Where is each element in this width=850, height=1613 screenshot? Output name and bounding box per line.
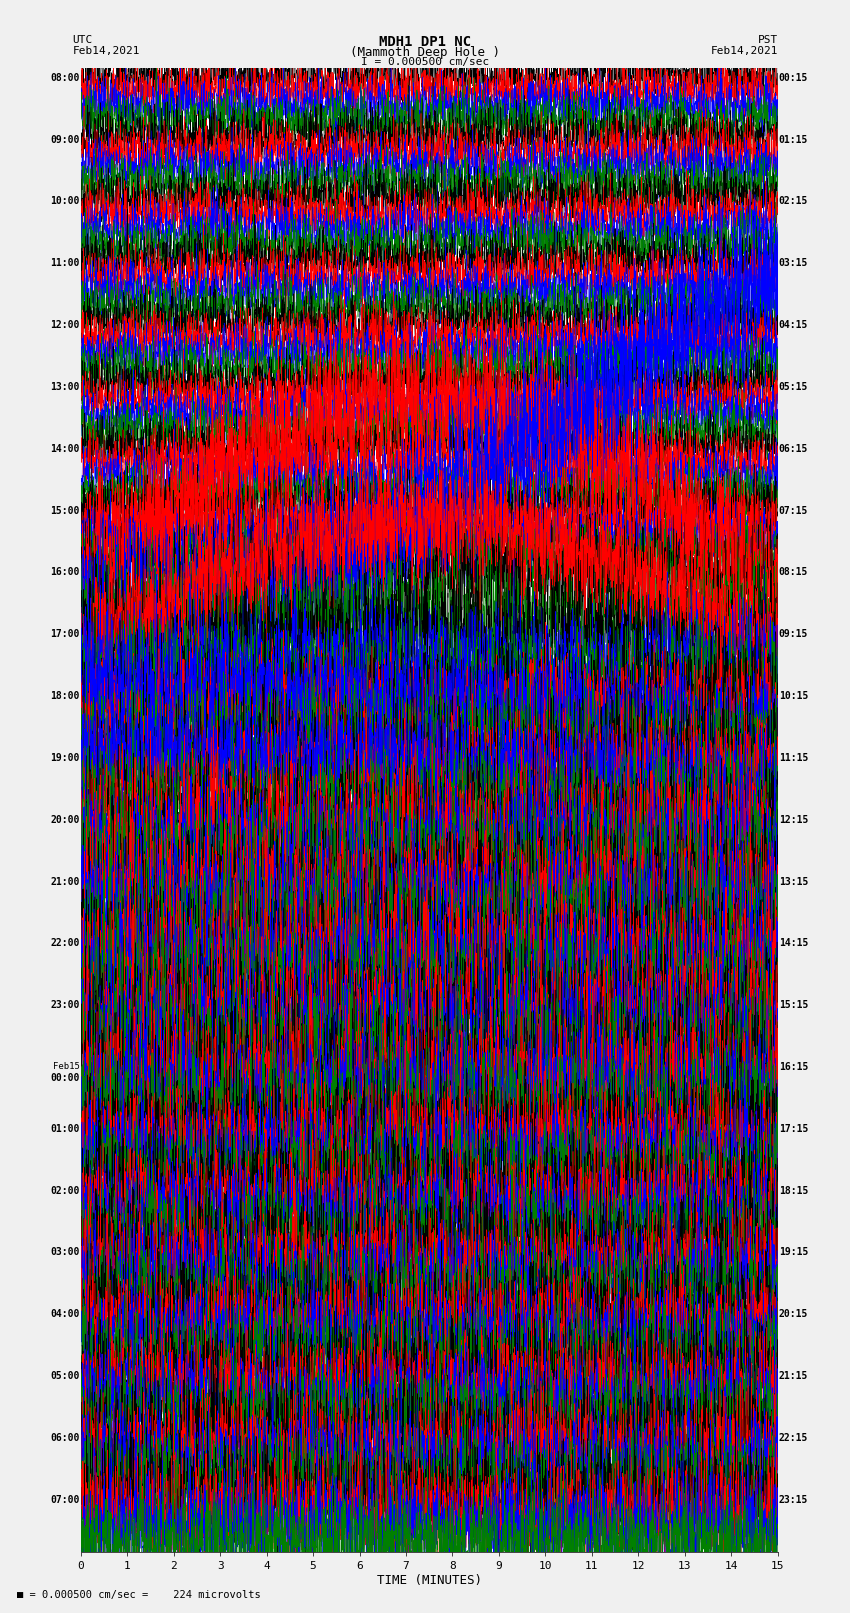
Text: 21:15: 21:15 <box>779 1371 808 1381</box>
Text: 17:00: 17:00 <box>50 629 80 639</box>
Text: 04:00: 04:00 <box>50 1310 80 1319</box>
Text: MDH1 DP1 NC: MDH1 DP1 NC <box>379 35 471 48</box>
Text: 09:15: 09:15 <box>779 629 808 639</box>
Text: 23:15: 23:15 <box>779 1495 808 1505</box>
Text: UTC: UTC <box>72 35 93 45</box>
Text: 05:00: 05:00 <box>50 1371 80 1381</box>
Text: 01:15: 01:15 <box>779 134 808 145</box>
Text: 15:00: 15:00 <box>50 505 80 516</box>
Text: 13:00: 13:00 <box>50 382 80 392</box>
Text: PST: PST <box>757 35 778 45</box>
Text: 02:15: 02:15 <box>779 197 808 206</box>
Text: 12:15: 12:15 <box>779 815 808 824</box>
Text: 10:15: 10:15 <box>779 690 808 702</box>
Text: 07:00: 07:00 <box>50 1495 80 1505</box>
Text: 06:15: 06:15 <box>779 444 808 453</box>
Text: 01:00: 01:00 <box>50 1124 80 1134</box>
Text: 20:00: 20:00 <box>50 815 80 824</box>
Text: 08:15: 08:15 <box>779 568 808 577</box>
Text: 12:00: 12:00 <box>50 319 80 331</box>
Text: 03:00: 03:00 <box>50 1247 80 1258</box>
Text: 16:15: 16:15 <box>779 1061 808 1073</box>
Text: 09:00: 09:00 <box>50 134 80 145</box>
Text: 23:00: 23:00 <box>50 1000 80 1010</box>
Text: 17:15: 17:15 <box>779 1124 808 1134</box>
Text: 18:00: 18:00 <box>50 690 80 702</box>
Text: 22:15: 22:15 <box>779 1432 808 1444</box>
Text: 02:00: 02:00 <box>50 1186 80 1195</box>
Text: 18:15: 18:15 <box>779 1186 808 1195</box>
Text: 07:15: 07:15 <box>779 505 808 516</box>
Text: 08:00: 08:00 <box>50 73 80 82</box>
Text: 21:00: 21:00 <box>50 876 80 887</box>
Text: 05:15: 05:15 <box>779 382 808 392</box>
Text: 03:15: 03:15 <box>779 258 808 268</box>
Text: 11:00: 11:00 <box>50 258 80 268</box>
Text: Feb15: Feb15 <box>53 1061 80 1071</box>
Text: 14:15: 14:15 <box>779 939 808 948</box>
Text: Feb14,2021: Feb14,2021 <box>72 45 139 56</box>
Text: 15:15: 15:15 <box>779 1000 808 1010</box>
Text: 16:00: 16:00 <box>50 568 80 577</box>
Text: 22:00: 22:00 <box>50 939 80 948</box>
Text: 00:00: 00:00 <box>50 1073 80 1082</box>
Text: 13:15: 13:15 <box>779 876 808 887</box>
Text: 19:00: 19:00 <box>50 753 80 763</box>
X-axis label: TIME (MINUTES): TIME (MINUTES) <box>377 1574 482 1587</box>
Text: 04:15: 04:15 <box>779 319 808 331</box>
Text: 14:00: 14:00 <box>50 444 80 453</box>
Text: 19:15: 19:15 <box>779 1247 808 1258</box>
Text: 11:15: 11:15 <box>779 753 808 763</box>
Text: (Mammoth Deep Hole ): (Mammoth Deep Hole ) <box>350 45 500 60</box>
Text: I = 0.000500 cm/sec: I = 0.000500 cm/sec <box>361 58 489 68</box>
Text: Feb14,2021: Feb14,2021 <box>711 45 778 56</box>
Text: 00:15: 00:15 <box>779 73 808 82</box>
Text: 10:00: 10:00 <box>50 197 80 206</box>
Text: ■ = 0.000500 cm/sec =    224 microvolts: ■ = 0.000500 cm/sec = 224 microvolts <box>17 1590 261 1600</box>
Text: 06:00: 06:00 <box>50 1432 80 1444</box>
Text: 20:15: 20:15 <box>779 1310 808 1319</box>
